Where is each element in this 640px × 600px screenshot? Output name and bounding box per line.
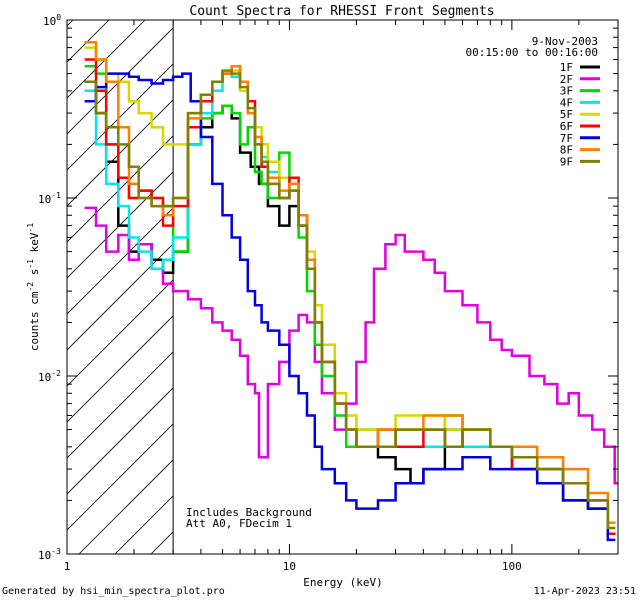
legend-label-2F: 2F <box>560 73 573 86</box>
hatch-line <box>67 63 174 171</box>
hatch-line <box>67 207 174 315</box>
annotation-background: Includes Background <box>186 506 312 519</box>
time-range-label: 00:15:00 to 00:16:00 <box>466 46 598 59</box>
legend-label-7F: 7F <box>560 132 573 145</box>
x-axis-label: Energy (keV) <box>303 576 382 589</box>
hatch-line <box>67 279 174 387</box>
chart-title: Count Spectra for RHESSI Front Segments <box>189 4 494 19</box>
x-tick-label: 100 <box>502 560 522 573</box>
legend-label-3F: 3F <box>560 85 573 98</box>
hatch-line <box>67 27 174 135</box>
hatch-line <box>67 423 174 531</box>
x-tick-label: 10 <box>283 560 296 573</box>
date-label: 9-Nov-2003 <box>532 35 598 48</box>
timestamp-label: 11-Apr-2023 23:51 <box>534 586 636 597</box>
hatch-line <box>67 243 174 351</box>
legend-label-8F: 8F <box>560 144 573 157</box>
hatch-lines <box>67 20 174 554</box>
legend-label-9F: 9F <box>560 155 573 168</box>
plot-frame <box>66 19 619 555</box>
hatch-line <box>67 387 174 495</box>
x-axis: 1 10 100 <box>64 20 619 573</box>
legend-label-5F: 5F <box>560 108 573 121</box>
legend-label-4F: 4F <box>560 96 573 109</box>
generated-by-label: Generated by hsi_min_spectra_plot.pro <box>2 586 225 597</box>
annotation-attenuator: Att A0, FDecim 1 <box>186 517 292 530</box>
y-axis-label: counts cm-2 s-1 keV-1 <box>26 223 41 351</box>
series-layer <box>84 40 618 542</box>
legend-label-1F: 1F <box>560 61 573 74</box>
x-tick-label: 1 <box>64 560 71 573</box>
legend-label-6F: 6F <box>560 120 573 133</box>
series-line-7F <box>84 72 616 542</box>
hatch-line <box>67 99 174 207</box>
hatch-line <box>78 459 174 554</box>
series-line-9F <box>84 69 616 530</box>
